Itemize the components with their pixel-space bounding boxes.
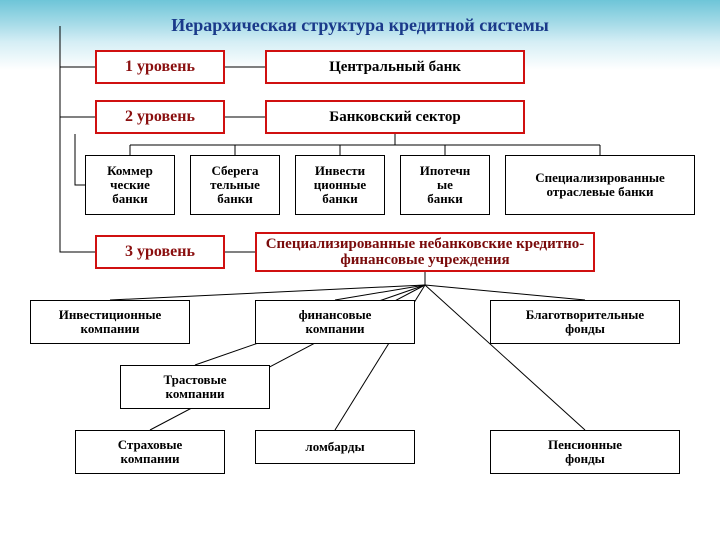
level2-label: 2 уровень: [95, 100, 225, 134]
level2-right: Банковский сектор: [265, 100, 525, 134]
level3-child-trust-companies: Трастовые компании: [120, 365, 270, 409]
level3-child-charity-funds: Благотворительные фонды: [490, 300, 680, 344]
diagram-title: Иерархическая структура кредитной систем…: [130, 12, 590, 40]
level3-label: 3 уровень: [95, 235, 225, 269]
level2-child-3: Ипотечн ые банки: [400, 155, 490, 215]
level3-child-invest-companies: Инвестиционные компании: [30, 300, 190, 344]
level3-child-insurance-companies: Страховые компании: [75, 430, 225, 474]
level3-right: Специализированные небанковские кредитно…: [255, 232, 595, 272]
level3-child-pension-funds: Пенсионные фонды: [490, 430, 680, 474]
level2-child-4: Специализированные отраслевые банки: [505, 155, 695, 215]
level1-label: 1 уровень: [95, 50, 225, 84]
level2-child-2: Инвести ционные банки: [295, 155, 385, 215]
level2-child-0: Коммер ческие банки: [85, 155, 175, 215]
level1-right: Центральный банк: [265, 50, 525, 84]
level3-child-pawnshops: ломбарды: [255, 430, 415, 464]
level2-child-1: Сберега тельные банки: [190, 155, 280, 215]
level3-child-financial-companies: финансовые компании: [255, 300, 415, 344]
